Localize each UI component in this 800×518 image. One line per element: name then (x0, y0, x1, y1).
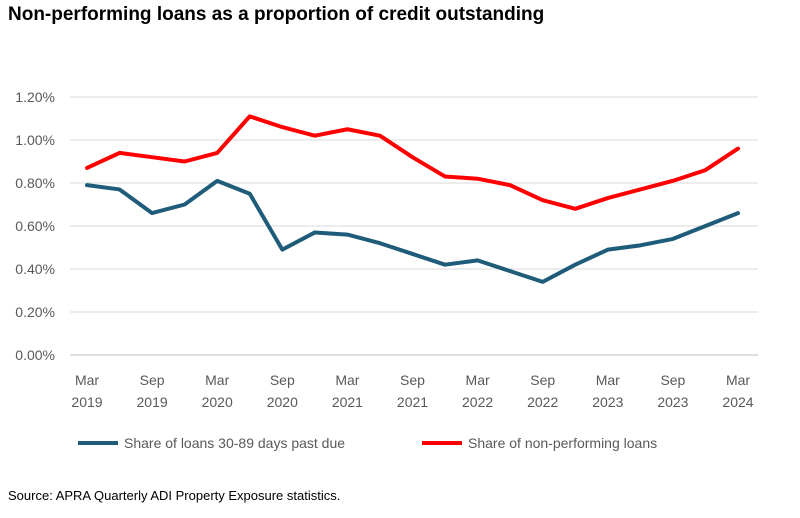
x-tick-label: Mar (596, 372, 620, 388)
x-tick-label: Mar (726, 372, 750, 388)
x-tick-label: 2020 (202, 394, 233, 410)
y-tick-label: 0.60% (15, 218, 55, 234)
x-tick-label: Sep (400, 372, 425, 388)
y-tick-label: 0.20% (15, 304, 55, 320)
x-tick-label: 2019 (137, 394, 168, 410)
chart-title: Non-performing loans as a proportion of … (8, 4, 545, 25)
x-tick-label: 2023 (657, 394, 688, 410)
x-tick-label: 2020 (267, 394, 298, 410)
series-line-past-due (85, 178, 740, 284)
x-tick-label: 2021 (332, 394, 363, 410)
y-tick-label: 0.40% (15, 261, 55, 277)
y-tick-label: 1.20% (15, 89, 55, 105)
x-tick-label: Mar (466, 372, 490, 388)
line-chart: 0.00% 0.20% 0.40% 0.60% 0.80% 1.00% 1.20% Mar 20… (15, 89, 758, 451)
x-tick-label: 2022 (462, 394, 493, 410)
x-tick-label: Sep (530, 372, 555, 388)
series-line-non-performing (85, 114, 740, 211)
x-tick-label: 2019 (71, 394, 102, 410)
x-tick-label: Sep (270, 372, 295, 388)
x-tick-label: Sep (140, 372, 165, 388)
x-tick-label: 2024 (722, 394, 753, 410)
legend-label: Share of non-performing loans (468, 435, 657, 451)
x-tick-label: 2022 (527, 394, 558, 410)
x-tick-label: Mar (205, 372, 229, 388)
legend-label: Share of loans 30-89 days past due (124, 435, 345, 451)
x-tick-label: 2023 (592, 394, 623, 410)
x-tick-label: Mar (335, 372, 359, 388)
y-tick-label: 0.80% (15, 175, 55, 191)
y-tick-label: 1.00% (15, 132, 55, 148)
x-tick-label: Mar (75, 372, 99, 388)
x-tick-label: 2021 (397, 394, 428, 410)
x-tick-label: Sep (660, 372, 685, 388)
y-tick-label: 0.00% (15, 347, 55, 363)
source-note: Source: APRA Quarterly ADI Property Expo… (8, 488, 341, 503)
